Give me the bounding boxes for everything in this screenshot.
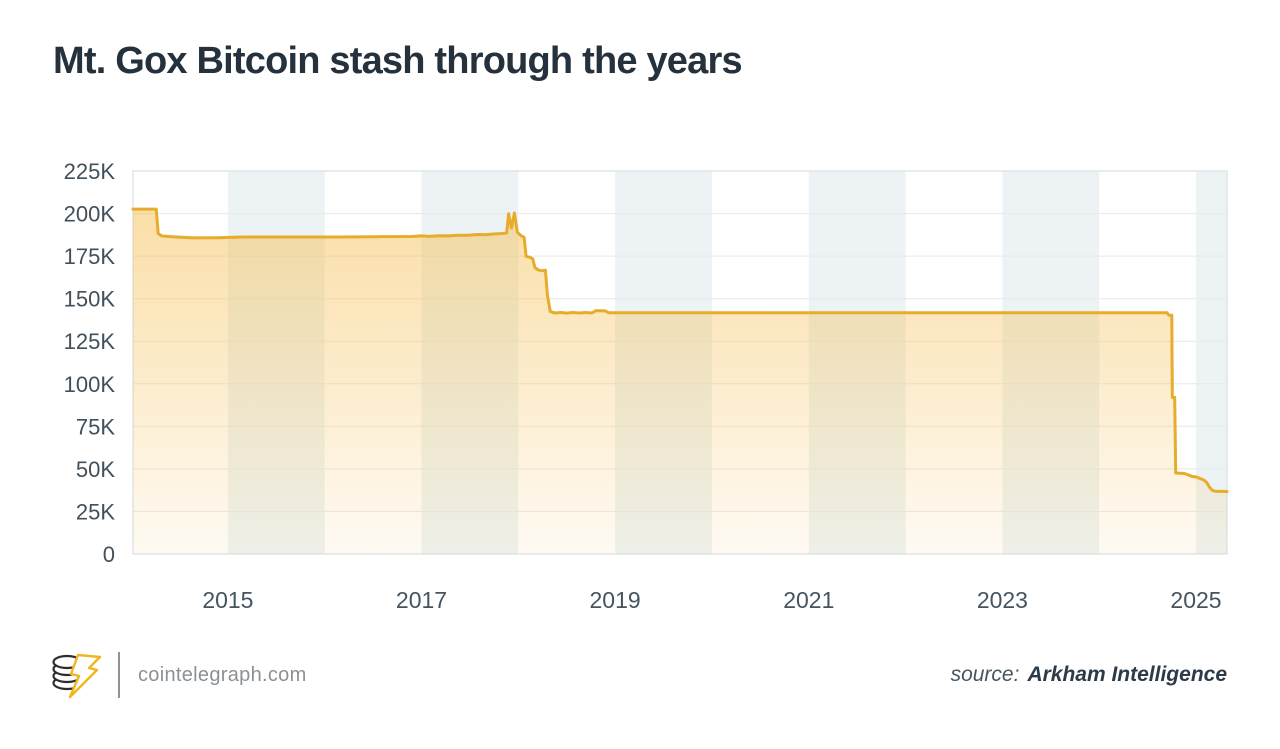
y-tick-label: 125K [64, 329, 116, 354]
footer-divider [118, 652, 120, 698]
y-tick-label: 50K [76, 457, 115, 482]
x-tick-label: 2017 [396, 587, 447, 613]
x-tick-label: 2023 [977, 587, 1028, 613]
footer-brand-block: cointelegraph.com [50, 648, 307, 702]
source-prefix: source: [950, 663, 1020, 686]
x-tick-label: 2025 [1170, 587, 1221, 613]
y-tick-label: 0 [103, 542, 115, 567]
y-tick-label: 225K [64, 159, 116, 184]
stash-area-fill [133, 209, 1227, 554]
lightning-bolt-icon [68, 653, 102, 699]
source-credit: source: Arkham Intelligence [951, 663, 1227, 687]
x-tick-label: 2021 [783, 587, 834, 613]
x-tick-label: 2015 [202, 587, 253, 613]
y-tick-label: 175K [64, 244, 116, 269]
y-tick-label: 100K [64, 372, 116, 397]
y-tick-label: 200K [64, 202, 116, 227]
x-tick-label: 2019 [590, 587, 641, 613]
brand-domain: cointelegraph.com [138, 663, 307, 686]
cointelegraph-logo-icon [52, 653, 102, 699]
y-tick-label: 25K [76, 499, 115, 524]
y-tick-label: 150K [64, 287, 116, 312]
y-tick-label: 75K [76, 414, 115, 439]
source-name: Arkham Intelligence [1027, 663, 1227, 686]
x-axis-labels: 2015 2017 2019 2021 2023 2025 [202, 587, 1221, 613]
y-axis-labels: 225K 200K 175K 150K 125K 100K 75K 50K 25K 0 [64, 159, 116, 567]
stash-line [131, 207, 1229, 493]
chart-title: Mt. Gox Bitcoin stash through the years [53, 40, 743, 82]
